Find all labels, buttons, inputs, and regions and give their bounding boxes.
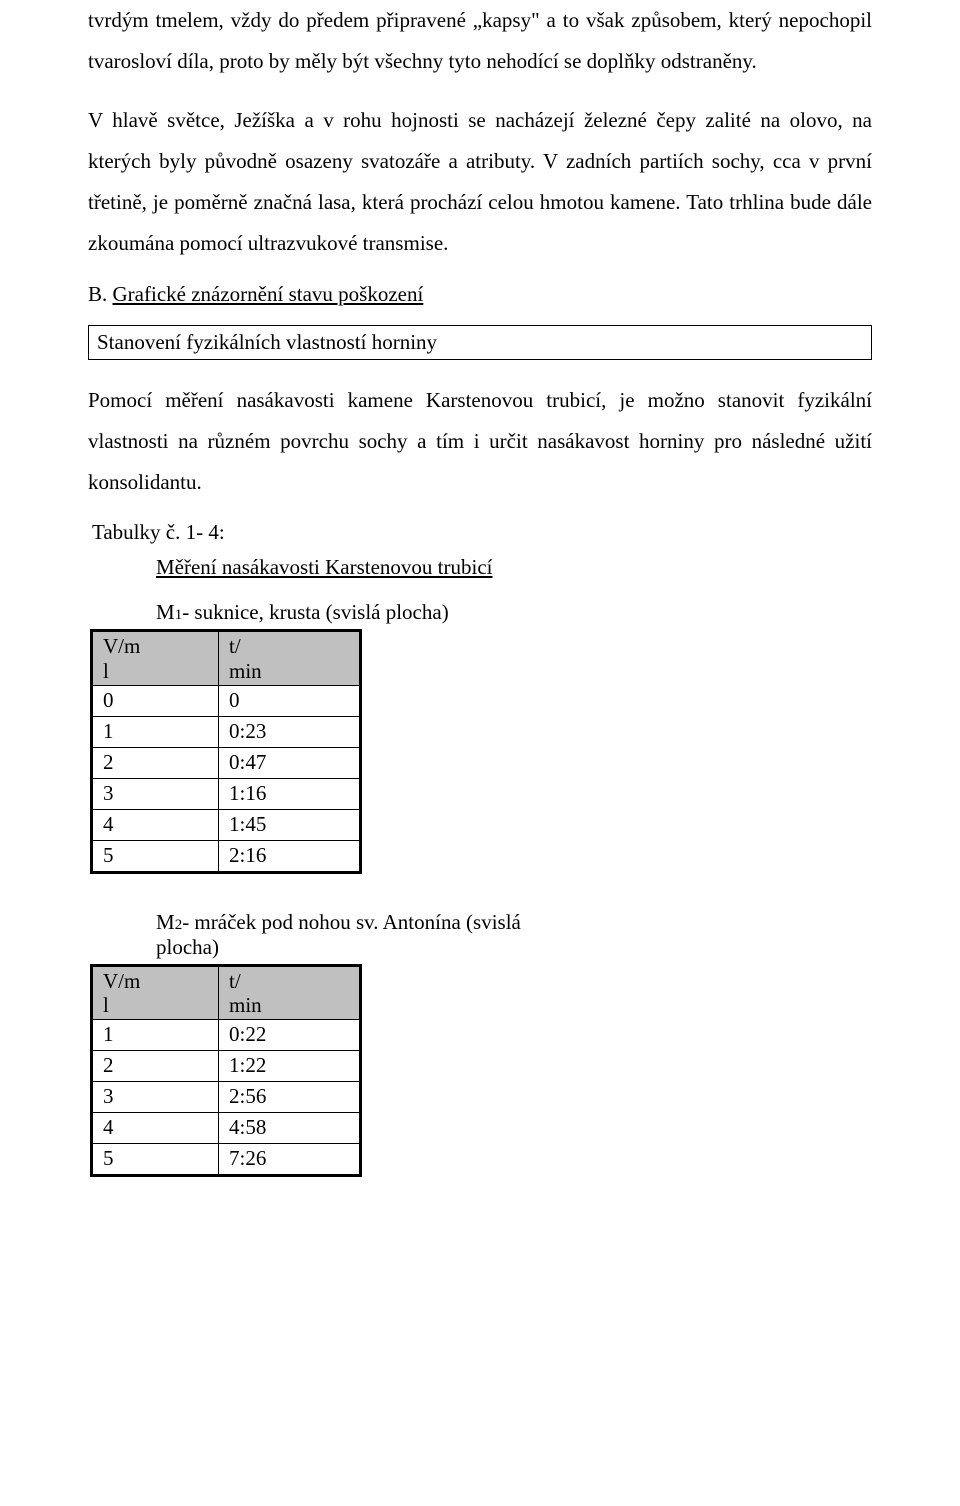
section-b-heading: B. Grafické znázornění stavu poškození bbox=[88, 282, 872, 307]
table-1-h1-l1: V/m bbox=[103, 634, 140, 658]
table-1-h2-l1: t/ bbox=[229, 634, 241, 658]
table-row: 41:45 bbox=[92, 809, 361, 840]
paragraph-3: Pomocí měření nasákavosti kamene Karsten… bbox=[88, 380, 872, 503]
table-1-h2-l2: min bbox=[229, 659, 262, 683]
table-2-header-c2: t/ min bbox=[219, 965, 361, 1019]
table-1-header-c2: t/ min bbox=[219, 631, 361, 685]
table-cell: 5 bbox=[92, 1144, 219, 1176]
table-cell: 3 bbox=[92, 1082, 219, 1113]
table-row: 44:58 bbox=[92, 1113, 361, 1144]
table-cell: 4 bbox=[92, 809, 219, 840]
tables-label: Tabulky č. 1- 4: bbox=[92, 520, 872, 545]
table-row: 32:56 bbox=[92, 1082, 361, 1113]
table-1-body: 0010:2320:4731:1641:4552:16 bbox=[92, 685, 361, 872]
table-2-caption: M2- mráček pod nohou sv. Antonína (svisl… bbox=[156, 910, 586, 960]
table-1: V/m l t/ min 0010:2320:4731:1641:4552:16 bbox=[90, 629, 362, 873]
table-2-header-c1: V/m l bbox=[92, 965, 219, 1019]
table-cell: 2 bbox=[92, 1051, 219, 1082]
boxed-subheading: Stanovení fyzikálních vlastností horniny bbox=[88, 325, 872, 360]
section-b-title: Grafické znázornění stavu poškození bbox=[113, 282, 424, 306]
table-2-body: 10:2221:2232:5644:5857:26 bbox=[92, 1020, 361, 1176]
table-cell: 3 bbox=[92, 778, 219, 809]
table-row: 20:47 bbox=[92, 747, 361, 778]
table-cell: 7:26 bbox=[219, 1144, 361, 1176]
table-1-header-c1: V/m l bbox=[92, 631, 219, 685]
table-cell: 1:45 bbox=[219, 809, 361, 840]
table-cell: 0:22 bbox=[219, 1020, 361, 1051]
table-cell: 1:22 bbox=[219, 1051, 361, 1082]
table-cell: 0 bbox=[219, 685, 361, 716]
table-cell: 0 bbox=[92, 685, 219, 716]
table-row: 10:22 bbox=[92, 1020, 361, 1051]
table-2: V/m l t/ min 10:2221:2232:5644:5857:26 bbox=[90, 964, 362, 1177]
table-cell: 2 bbox=[92, 747, 219, 778]
table-2-h1-l2: l bbox=[103, 993, 109, 1017]
table-cell: 1 bbox=[92, 716, 219, 747]
table-row: 00 bbox=[92, 685, 361, 716]
table-cell: 2:56 bbox=[219, 1082, 361, 1113]
table-cell: 5 bbox=[92, 840, 219, 872]
table-cell: 0:47 bbox=[219, 747, 361, 778]
table-1-block: M1- suknice, krusta (svislá plocha) V/m … bbox=[88, 600, 872, 873]
table-row: 52:16 bbox=[92, 840, 361, 872]
table-row: 57:26 bbox=[92, 1144, 361, 1176]
table-cell: 4 bbox=[92, 1113, 219, 1144]
table-1-header-row: V/m l t/ min bbox=[92, 631, 361, 685]
table-1-h1-l2: l bbox=[103, 659, 109, 683]
table-2-h2-l2: min bbox=[229, 993, 262, 1017]
paragraph-2: V hlavě světce, Ježíška a v rohu hojnost… bbox=[88, 100, 872, 264]
table-row: 21:22 bbox=[92, 1051, 361, 1082]
table-2-block: M 2 - mráček pod nohou sv. Antonína (svisl… bbox=[88, 910, 872, 1177]
document-page: tvrdým tmelem, vždy do předem připravené… bbox=[0, 0, 960, 1253]
table-cell: 2:16 bbox=[219, 840, 361, 872]
table-1-caption: M1- suknice, krusta (svislá plocha) bbox=[156, 600, 872, 625]
table-cell: 1:16 bbox=[219, 778, 361, 809]
table-2-h2-l1: t/ bbox=[229, 969, 241, 993]
measurement-heading: Měření nasákavosti Karstenovou trubicí bbox=[156, 555, 872, 580]
table-cell: 1 bbox=[92, 1020, 219, 1051]
table-row: 10:23 bbox=[92, 716, 361, 747]
table-1-caption-prefix: M bbox=[156, 600, 175, 624]
table-cell: 0:23 bbox=[219, 716, 361, 747]
table-2-h1-l1: V/m bbox=[103, 969, 140, 993]
table-2-caption-prefix: M bbox=[156, 910, 175, 934]
table-1-caption-rest: - suknice, krusta (svislá plocha) bbox=[182, 600, 449, 624]
paragraph-1: tvrdým tmelem, vždy do předem připravené… bbox=[88, 0, 872, 82]
table-row: 31:16 bbox=[92, 778, 361, 809]
table-2-header-row: V/m l t/ min bbox=[92, 965, 361, 1019]
table-cell: 4:58 bbox=[219, 1113, 361, 1144]
section-b-prefix: B. bbox=[88, 282, 113, 306]
table-2-caption-rest: - mráček pod nohou sv. Antonína (svislá … bbox=[156, 910, 521, 959]
